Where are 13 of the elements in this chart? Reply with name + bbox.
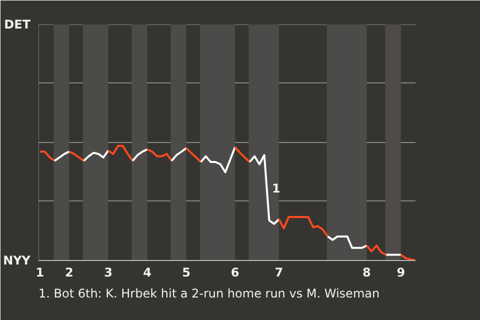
x-tick-label: 9	[396, 266, 406, 280]
x-tick-label: 4	[143, 266, 152, 280]
text: NYY	[3, 254, 31, 268]
x-tick-label: 6	[230, 266, 240, 280]
x-tick-label: 7	[274, 266, 284, 280]
x-tick-label: 5	[182, 266, 190, 280]
x-tick-label: 8	[362, 266, 371, 280]
x-tick-label: 3	[104, 266, 112, 280]
x-tick-label: 1	[36, 266, 44, 280]
x-tick-label: 2	[65, 266, 74, 280]
text: 1. Bot 6th: K. Hrbek hit a 2-run home run vs M. Wiseman	[38, 286, 380, 300]
text: DET	[4, 18, 32, 32]
annotation: 1	[272, 181, 280, 196]
